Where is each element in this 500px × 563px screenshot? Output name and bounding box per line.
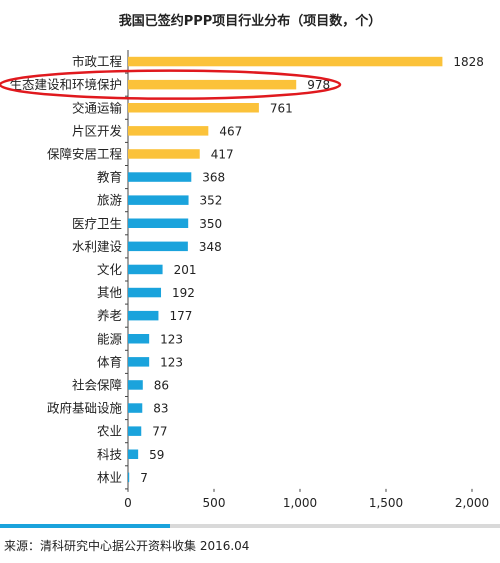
bar — [128, 126, 209, 136]
category-label: 养老 — [97, 308, 122, 323]
bar — [128, 195, 189, 205]
category-label: 旅游 — [97, 193, 123, 208]
data-label: 368 — [202, 171, 225, 185]
bar — [128, 426, 142, 436]
category-label: 市政工程 — [72, 54, 123, 69]
bar — [128, 103, 259, 113]
bar — [128, 264, 163, 275]
category-label: 文化 — [97, 262, 123, 277]
x-tick-label: 1,000 — [283, 496, 317, 510]
bar — [128, 357, 150, 367]
data-label: 1828 — [453, 55, 484, 69]
highlight-ellipse — [0, 69, 342, 100]
category-label: 政府基础设施 — [47, 401, 123, 416]
data-label: 467 — [219, 124, 242, 138]
data-label: 350 — [199, 217, 222, 231]
category-label: 其他 — [97, 285, 123, 300]
category-label: 科技 — [97, 447, 123, 462]
data-label: 7 — [140, 471, 148, 485]
x-tick-label: 1,500 — [369, 496, 403, 510]
bar — [128, 218, 189, 228]
scroll-progress-track[interactable] — [0, 524, 500, 528]
bar-chart: 市政工程 1828 生态建设和环境保护 978 交通运输 761 片区开发 467 保障安居工程… — [0, 50, 489, 510]
data-label: 192 — [172, 286, 195, 300]
bar — [128, 403, 143, 413]
category-label: 体育 — [97, 354, 122, 369]
data-label: 86 — [154, 378, 169, 392]
scroll-progress-fill — [0, 524, 170, 528]
bar — [128, 172, 192, 182]
bar — [128, 149, 200, 159]
source-note: 来源：清科研究中心据公开资料收集 2016.04 — [4, 539, 250, 553]
bar — [128, 310, 159, 321]
data-label: 83 — [153, 402, 168, 416]
category-label: 生态建设和环境保护 — [9, 77, 122, 92]
category-label: 保障安居工程 — [47, 146, 123, 161]
category-label: 社会保障 — [72, 377, 122, 392]
data-label: 77 — [152, 425, 167, 439]
bar — [128, 287, 162, 298]
category-label: 片区开发 — [72, 123, 123, 138]
data-label: 417 — [211, 147, 234, 161]
data-label: 123 — [160, 332, 183, 346]
data-label: 177 — [169, 309, 192, 323]
category-label: 林业 — [97, 470, 122, 485]
chart-title: 我国已签约PPP项目行业分布（项目数，个） — [118, 14, 382, 29]
category-label: 交通运输 — [72, 100, 123, 115]
category-label: 能源 — [97, 331, 123, 346]
data-label: 352 — [200, 194, 223, 208]
bar — [128, 79, 297, 90]
category-label: 医疗卫生 — [72, 216, 122, 231]
x-tick-label: 2,000 — [455, 496, 489, 510]
bar — [128, 334, 150, 344]
category-label: 水利建设 — [72, 239, 123, 254]
data-label: 201 — [174, 263, 197, 277]
bar — [128, 472, 130, 483]
x-tick-label: 500 — [203, 496, 226, 510]
bar — [128, 380, 143, 390]
category-label: 教育 — [97, 170, 122, 185]
data-label: 123 — [160, 355, 183, 369]
bar — [128, 449, 139, 459]
x-tick-label: 0 — [124, 496, 132, 510]
category-label: 农业 — [97, 424, 122, 439]
data-label: 348 — [199, 240, 222, 254]
data-label: 59 — [149, 448, 164, 462]
bar — [128, 56, 443, 67]
data-label: 978 — [307, 78, 330, 92]
bar — [128, 241, 188, 252]
data-label: 761 — [270, 101, 293, 115]
